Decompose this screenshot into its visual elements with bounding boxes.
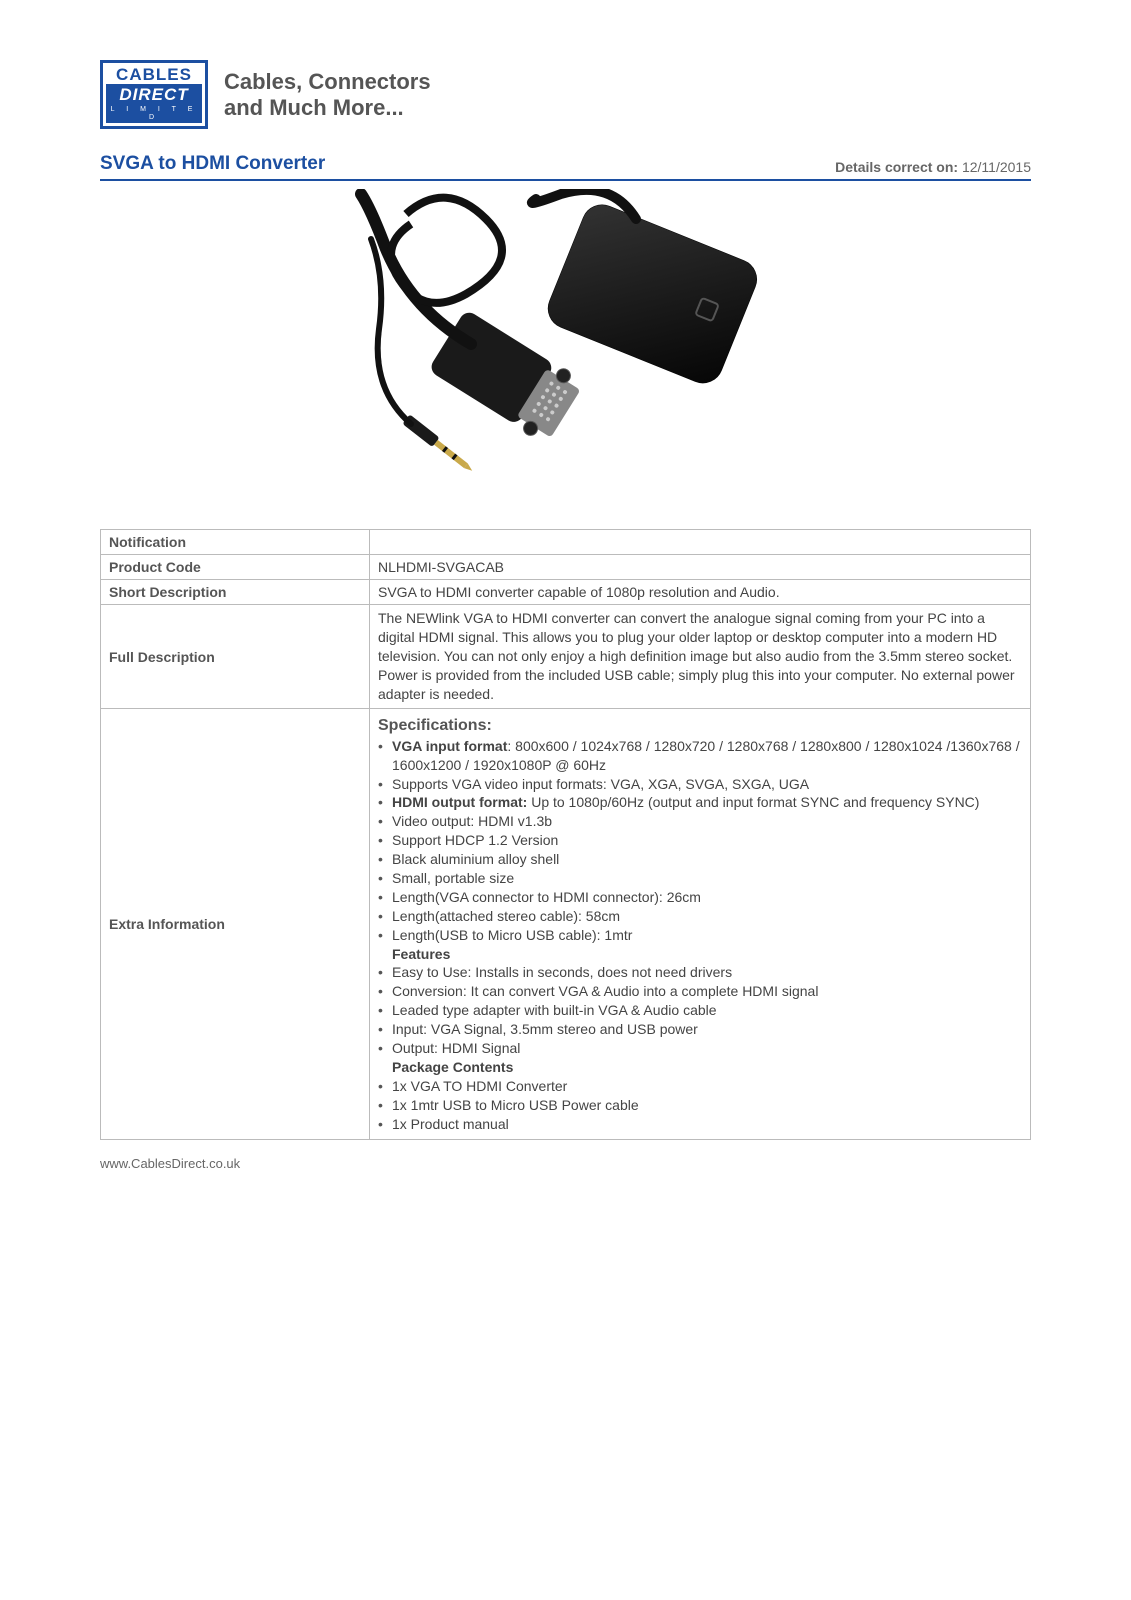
label-product-code: Product Code — [101, 555, 370, 580]
list-item: Length(VGA connector to HDMI connector):… — [378, 888, 1022, 907]
list-item: Small, portable size — [378, 869, 1022, 888]
list-item: Support HDCP 1.2 Version — [378, 831, 1022, 850]
page-title: SVGA to HDMI Converter — [100, 153, 325, 175]
spec-table: Notification Product Code NLHDMI-SVGACAB… — [100, 529, 1031, 1140]
logo-line3: L I M I T E D — [106, 106, 202, 124]
label-notification: Notification — [101, 530, 370, 555]
list-item: Input: VGA Signal, 3.5mm stereo and USB … — [378, 1020, 1022, 1039]
value-short-desc: SVGA to HDMI converter capable of 1080p … — [370, 580, 1031, 605]
list-item: 1x VGA TO HDMI Converter — [378, 1077, 1022, 1096]
row-notification: Notification — [101, 530, 1031, 555]
tagline: Cables, Connectors and Much More... — [224, 69, 431, 120]
label-short-desc: Short Description — [101, 580, 370, 605]
footer-url: www.CablesDirect.co.uk — [100, 1156, 1031, 1171]
label-full-desc: Full Description — [101, 605, 370, 708]
tagline-line1: Cables, Connectors — [224, 69, 431, 94]
row-product-code: Product Code NLHDMI-SVGACAB — [101, 555, 1031, 580]
list-item: 1x Product manual — [378, 1115, 1022, 1134]
header: CABLES DIRECT L I M I T E D Cables, Conn… — [100, 60, 1031, 129]
product-image — [100, 189, 1031, 523]
label-extra: Extra Information — [101, 708, 370, 1140]
row-extra: Extra Information Specifications: VGA in… — [101, 708, 1031, 1140]
list-item: HDMI output format: Up to 1080p/60Hz (ou… — [378, 793, 1022, 812]
date-line: Details correct on: 12/11/2015 — [835, 159, 1031, 175]
list-item: Leaded type adapter with built-in VGA & … — [378, 1001, 1022, 1020]
row-short-desc: Short Description SVGA to HDMI converter… — [101, 580, 1031, 605]
logo-line2: DIRECT — [106, 84, 202, 106]
list-item: Supports VGA video input formats: VGA, X… — [378, 775, 1022, 794]
spec-list: VGA input format: 800x600 / 1024x768 / 1… — [378, 737, 1022, 1134]
title-row: SVGA to HDMI Converter Details correct o… — [100, 153, 1031, 181]
row-full-desc: Full Description The NEWlink VGA to HDMI… — [101, 605, 1031, 708]
list-item: Video output: HDMI v1.3b — [378, 812, 1022, 831]
list-item: Output: HDMI Signal — [378, 1039, 1022, 1058]
list-item: Conversion: It can convert VGA & Audio i… — [378, 982, 1022, 1001]
value-extra: Specifications: VGA input format: 800x60… — [370, 708, 1031, 1140]
date-label: Details correct on: — [835, 159, 958, 175]
list-item: 1x 1mtr USB to Micro USB Power cable — [378, 1096, 1022, 1115]
value-full-desc: The NEWlink VGA to HDMI converter can co… — [370, 605, 1031, 708]
list-item: Black aluminium alloy shell — [378, 850, 1022, 869]
value-notification — [370, 530, 1031, 555]
logo: CABLES DIRECT L I M I T E D — [100, 60, 208, 129]
logo-line1: CABLES — [106, 66, 202, 83]
list-item: VGA input format: 800x600 / 1024x768 / 1… — [378, 737, 1022, 775]
list-subheading: Package Contents — [378, 1058, 1022, 1077]
value-product-code: NLHDMI-SVGACAB — [370, 555, 1031, 580]
list-item: Easy to Use: Installs in seconds, does n… — [378, 963, 1022, 982]
list-subheading: Features — [378, 945, 1022, 964]
extra-spec-heading: Specifications: — [378, 717, 1022, 735]
date-value: 12/11/2015 — [962, 159, 1031, 175]
tagline-line2: and Much More... — [224, 95, 431, 120]
list-item: Length(USB to Micro USB cable): 1mtr — [378, 926, 1022, 945]
list-item: Length(attached stereo cable): 58cm — [378, 907, 1022, 926]
product-image-svg — [351, 189, 781, 523]
